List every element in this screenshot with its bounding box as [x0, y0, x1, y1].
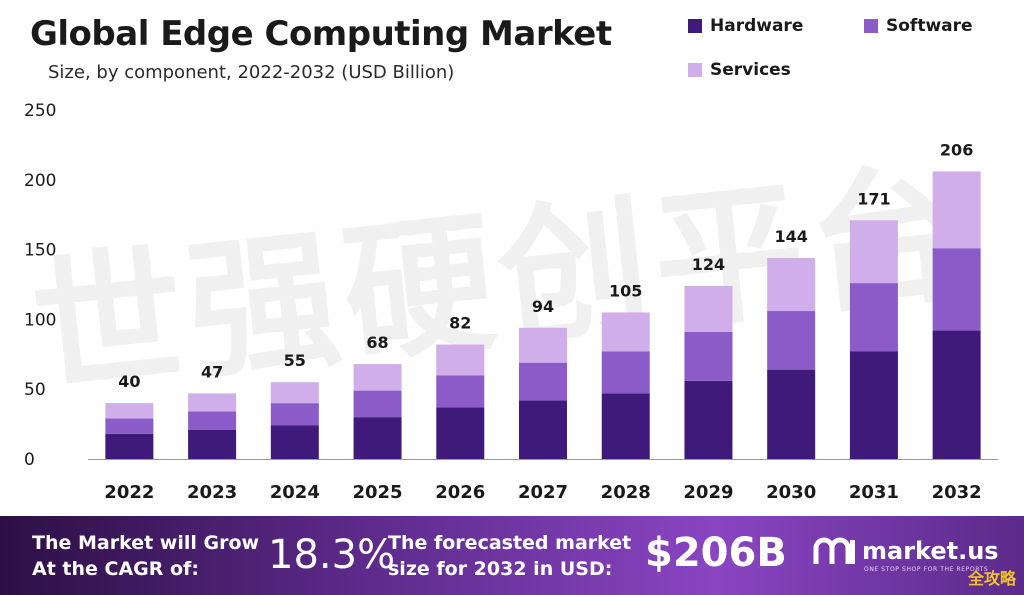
- bar-segment-services: [353, 364, 402, 391]
- bar-segment-software: [684, 331, 733, 381]
- x-tick-label: 2024: [270, 482, 320, 503]
- y-tick-label: 200: [24, 171, 56, 191]
- bar-segment-services: [519, 327, 567, 363]
- bar-segment-software: [601, 351, 650, 394]
- brand-tagline: ONE STOP SHOP FOR THE REPORTS: [864, 566, 989, 573]
- bar-segment-services: [188, 393, 237, 412]
- bar-segment-software: [519, 362, 567, 401]
- bar-segment-hardware: [767, 369, 816, 459]
- legend-hardware: Hardware: [688, 16, 803, 36]
- bar-segment-hardware: [932, 330, 981, 459]
- bar-segment-services: [270, 382, 319, 404]
- corner-watermark: 全攻略: [967, 569, 1016, 588]
- x-tick-label: 2022: [104, 482, 154, 503]
- y-tick-label: 100: [24, 310, 56, 330]
- x-tick-label: 2031: [849, 482, 899, 503]
- x-tick-label: 2023: [187, 482, 237, 503]
- x-tick-label: 2026: [435, 482, 485, 503]
- bar-total-label: 40: [118, 372, 140, 391]
- bar-segment-software: [436, 375, 485, 408]
- x-tick-label: 2028: [601, 482, 651, 503]
- bar-total-label: 55: [284, 351, 306, 370]
- x-tick-label: 2027: [518, 482, 568, 503]
- brand-logo-icon: [813, 537, 855, 564]
- bar-segment-software: [849, 283, 898, 352]
- legend-software: Software: [864, 16, 973, 36]
- bar-total-label: 206: [940, 140, 973, 159]
- bar-segment-software: [188, 411, 237, 430]
- forecast-value: $206B: [645, 530, 787, 576]
- bar-total-label: 171: [857, 189, 890, 208]
- bar-total-label: 94: [532, 297, 554, 316]
- bar-segment-services: [684, 285, 733, 332]
- bar-segment-software: [767, 311, 816, 370]
- legend-software-label: Software: [886, 16, 973, 36]
- legend-hardware-swatch: [688, 19, 702, 33]
- bar-segment-services: [767, 257, 816, 312]
- bar-segment-hardware: [519, 400, 567, 459]
- footer-banner: The Market will Grow At the CAGR of: 18.…: [0, 516, 1024, 595]
- y-tick-label: 50: [24, 380, 46, 400]
- x-tick-label: 2029: [683, 482, 733, 503]
- bar-segment-services: [436, 344, 485, 376]
- legend-hardware-label: Hardware: [710, 16, 804, 36]
- bar-total-label: 144: [774, 227, 807, 246]
- bar-segment-software: [270, 403, 319, 426]
- cagr-value: 18.3%: [268, 532, 396, 578]
- bar-total-label: 47: [201, 362, 223, 381]
- bar-total-label: 105: [609, 281, 642, 300]
- forecast-label: The forecasted market size for 2032 in U…: [388, 532, 632, 580]
- stacked-bar-chart: 0 50 100 150 200 250 40 2022 47 2023 55 2024 68 2025 8…: [24, 101, 998, 503]
- bar-segment-hardware: [270, 425, 319, 459]
- brand-name: market.us: [862, 537, 999, 565]
- legend-services-swatch: [688, 63, 702, 77]
- bar-segment-software: [105, 418, 154, 434]
- bar-segment-services: [849, 220, 898, 284]
- bar-segment-services: [932, 171, 981, 249]
- bar-segment-software: [353, 390, 402, 418]
- bar-segment-services: [105, 403, 154, 419]
- y-tick-label: 250: [24, 101, 56, 121]
- brand-logo: market.us: [812, 534, 999, 568]
- chart-title: Global Edge Computing Market: [30, 14, 612, 54]
- bar-total-label: 82: [449, 314, 471, 333]
- bar-total-label: 68: [366, 333, 388, 352]
- bar-segment-hardware: [849, 351, 898, 459]
- bar-segment-hardware: [684, 380, 733, 459]
- legend-services: Services: [688, 60, 791, 80]
- bar-segment-software: [932, 248, 981, 331]
- chart-subtitle: Size, by component, 2022-2032 (USD Billi…: [48, 62, 455, 83]
- legend-software-swatch: [864, 19, 878, 33]
- bar-segment-services: [601, 312, 650, 352]
- bar-segment-hardware: [353, 417, 402, 459]
- bar-segment-hardware: [105, 433, 154, 459]
- bar-segment-hardware: [436, 407, 485, 459]
- y-tick-label: 0: [24, 450, 35, 470]
- y-tick-label: 150: [24, 241, 56, 261]
- bar-total-label: 124: [692, 255, 725, 274]
- bar-segment-hardware: [601, 393, 650, 459]
- bar-segment-hardware: [188, 429, 237, 459]
- x-tick-label: 2030: [766, 482, 816, 503]
- legend-services-label: Services: [710, 60, 791, 80]
- x-tick-label: 2032: [932, 482, 982, 503]
- x-tick-label: 2025: [352, 482, 402, 503]
- cagr-label: The Market will Grow At the CAGR of:: [32, 532, 260, 580]
